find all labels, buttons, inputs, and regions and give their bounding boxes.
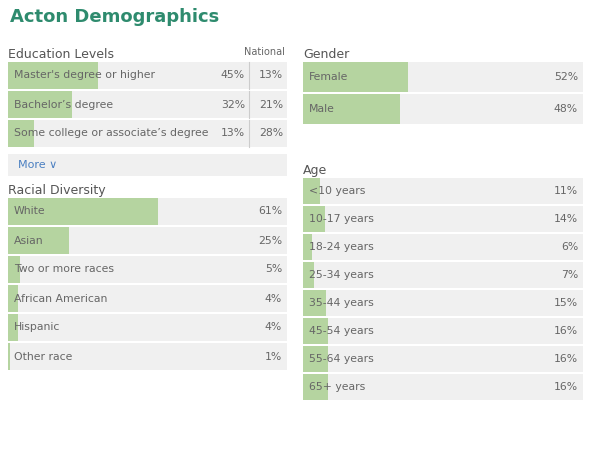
Text: Bachelor’s degree: Bachelor’s degree xyxy=(14,100,113,110)
Bar xyxy=(303,346,327,372)
Text: 25%: 25% xyxy=(258,236,282,246)
Bar xyxy=(8,314,18,341)
Text: Racial Diversity: Racial Diversity xyxy=(8,184,106,197)
Text: Hispanic: Hispanic xyxy=(14,323,60,332)
Text: 45-54 years: 45-54 years xyxy=(309,326,374,336)
Bar xyxy=(303,178,583,204)
Text: 16%: 16% xyxy=(554,326,578,336)
Text: 10-17 years: 10-17 years xyxy=(309,214,374,224)
Text: <10 years: <10 years xyxy=(309,186,365,196)
Text: 16%: 16% xyxy=(554,354,578,364)
Text: 45%: 45% xyxy=(221,71,245,81)
Bar xyxy=(303,94,583,124)
Text: Gender: Gender xyxy=(303,48,349,61)
Bar xyxy=(8,91,72,118)
Bar xyxy=(303,206,324,232)
Text: Other race: Other race xyxy=(14,351,72,361)
Text: Female: Female xyxy=(309,72,348,82)
Bar xyxy=(8,154,287,176)
Text: Two or more races: Two or more races xyxy=(14,265,114,274)
Bar xyxy=(8,62,98,89)
Text: 13%: 13% xyxy=(259,71,283,81)
Text: 7%: 7% xyxy=(561,270,578,280)
Bar xyxy=(8,314,287,341)
Text: 6%: 6% xyxy=(561,242,578,252)
Bar xyxy=(303,290,583,316)
Text: 21%: 21% xyxy=(259,100,283,110)
Text: 5%: 5% xyxy=(265,265,282,274)
Bar xyxy=(303,374,583,400)
Bar xyxy=(303,374,327,400)
Bar xyxy=(303,318,327,344)
Text: Education Levels: Education Levels xyxy=(8,48,114,61)
Text: 4%: 4% xyxy=(265,323,282,332)
Text: 32%: 32% xyxy=(221,100,245,110)
Bar xyxy=(303,318,583,344)
Bar xyxy=(8,198,287,225)
Bar xyxy=(303,62,583,92)
Text: 13%: 13% xyxy=(221,129,245,138)
Text: National: National xyxy=(244,47,285,57)
Text: 4%: 4% xyxy=(265,294,282,303)
Bar xyxy=(8,285,18,312)
Bar xyxy=(303,290,326,316)
Bar xyxy=(303,346,583,372)
Bar xyxy=(303,62,408,92)
Bar xyxy=(303,262,314,288)
Text: 35-44 years: 35-44 years xyxy=(309,298,374,308)
Text: 65+ years: 65+ years xyxy=(309,382,365,392)
Text: 1%: 1% xyxy=(265,351,282,361)
Bar xyxy=(8,120,34,147)
Bar xyxy=(8,91,287,118)
Text: 11%: 11% xyxy=(554,186,578,196)
Text: Master's degree or higher: Master's degree or higher xyxy=(14,71,155,81)
Bar xyxy=(8,285,287,312)
Bar xyxy=(8,62,287,89)
Bar xyxy=(8,227,287,254)
Bar xyxy=(303,94,400,124)
Text: Acton Demographics: Acton Demographics xyxy=(10,8,219,26)
Bar xyxy=(8,343,287,370)
Text: White: White xyxy=(14,207,46,217)
Text: 61%: 61% xyxy=(258,207,282,217)
Text: Asian: Asian xyxy=(14,236,44,246)
Text: 16%: 16% xyxy=(554,382,578,392)
Bar xyxy=(303,178,320,204)
Bar xyxy=(303,206,583,232)
Bar xyxy=(8,198,158,225)
Bar xyxy=(8,256,20,283)
Text: 52%: 52% xyxy=(554,72,578,82)
Text: Male: Male xyxy=(309,104,335,114)
Text: 55-64 years: 55-64 years xyxy=(309,354,374,364)
Bar xyxy=(8,227,69,254)
Text: 48%: 48% xyxy=(554,104,578,114)
Text: African American: African American xyxy=(14,294,108,303)
Bar xyxy=(303,262,583,288)
Bar xyxy=(8,256,287,283)
Text: Age: Age xyxy=(303,164,327,177)
Text: 15%: 15% xyxy=(554,298,578,308)
Text: 28%: 28% xyxy=(259,129,283,138)
Bar xyxy=(303,234,583,260)
Bar xyxy=(8,343,11,370)
Bar xyxy=(303,234,312,260)
Text: 25-34 years: 25-34 years xyxy=(309,270,374,280)
Text: More ∨: More ∨ xyxy=(18,160,57,170)
Text: Some college or associate’s degree: Some college or associate’s degree xyxy=(14,129,209,138)
Text: 14%: 14% xyxy=(554,214,578,224)
Text: 18-24 years: 18-24 years xyxy=(309,242,374,252)
Bar xyxy=(8,120,287,147)
